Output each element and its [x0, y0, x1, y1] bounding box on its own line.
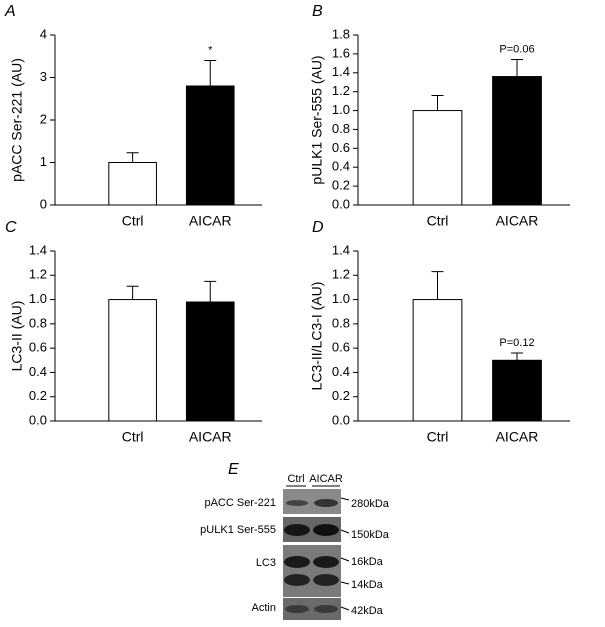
error-bar [511, 352, 523, 361]
bar [492, 359, 542, 422]
y-tick-label: 1.0 [29, 291, 47, 306]
y-tick-label: 0.8 [29, 315, 47, 330]
error-bar [204, 60, 217, 86]
band [313, 574, 339, 586]
y-tick-label: 3 [40, 69, 47, 84]
y-tick-label: 0.4 [332, 364, 350, 379]
blot-panel: E Ctrl AICAR pACC Ser-221 pULK1 Ser-555 … [200, 461, 390, 620]
row-label: Actin [252, 602, 276, 614]
bar [185, 301, 235, 422]
y-tick-label: 0.8 [332, 315, 350, 330]
marker-label: 150kDa [351, 529, 390, 541]
y-tick-label: 1.8 [332, 26, 350, 41]
error-bar [204, 280, 217, 302]
y-tick-label: 0.6 [332, 340, 350, 355]
panel-label: B [312, 3, 323, 20]
y-tick-label: 0.4 [332, 159, 350, 174]
band [313, 524, 339, 536]
blot-strip [283, 545, 341, 597]
x-tick-label: AICAR [189, 213, 232, 229]
panel-label: A [4, 3, 16, 20]
y-tick-label: 0.6 [29, 340, 47, 355]
band [285, 605, 309, 613]
row-label: pULK1 Ser-555 [200, 524, 276, 536]
bar [108, 162, 157, 206]
y-tick-label: 1.6 [332, 45, 350, 60]
y-tick-label: 0.8 [332, 121, 350, 136]
band [284, 556, 310, 568]
x-tick-label: AICAR [189, 429, 232, 445]
error-bar [126, 152, 139, 163]
bar [492, 76, 542, 206]
panel-label: C [5, 219, 17, 236]
y-tick-label: 0.0 [29, 412, 47, 427]
marker-label: 14kDa [351, 579, 384, 591]
bar [412, 299, 463, 422]
row-label: LC3 [256, 557, 276, 569]
y-tick-label: 0.6 [332, 140, 350, 155]
y-tick-label: 0 [40, 196, 47, 211]
y-tick-label: 1.4 [29, 242, 47, 257]
band [314, 605, 338, 613]
x-tick-label: Ctrl [427, 213, 449, 229]
y-tick-label: 1.2 [332, 83, 350, 98]
y-tick-label: 1.0 [332, 102, 350, 117]
band [284, 524, 310, 536]
y-tick-label: 1.4 [332, 242, 350, 257]
y-tick-label: 0.2 [29, 388, 47, 403]
x-tick-label: Ctrl [122, 213, 144, 229]
marker-tick [340, 497, 350, 611]
band [286, 500, 308, 506]
x-tick-label: AICAR [496, 429, 539, 445]
y-axis-label: LC3-II/LC3-I (AU) [309, 282, 325, 391]
panel-label: E [228, 461, 239, 478]
marker-label: 16kDa [351, 556, 384, 568]
y-tick-label: 0.2 [332, 388, 350, 403]
band [313, 556, 339, 568]
y-tick-label: 1.2 [29, 267, 47, 282]
error-bar [431, 94, 444, 111]
y-tick-label: 0.0 [332, 412, 350, 427]
blot-strip [283, 598, 341, 620]
error-bar [511, 59, 523, 77]
error-bar [431, 271, 444, 300]
y-tick-label: 1.2 [332, 267, 350, 282]
y-tick-label: 0.4 [29, 364, 47, 379]
band [314, 499, 338, 507]
band [284, 574, 310, 586]
y-tick-label: 2 [40, 111, 47, 126]
bar-annotation: P=0.12 [499, 337, 534, 349]
bar [412, 110, 463, 206]
lane-label: Ctrl [287, 473, 304, 485]
y-tick-label: 4 [40, 26, 47, 41]
error-bar [126, 285, 139, 300]
marker-label: 280kDa [351, 498, 390, 510]
row-label: pACC Ser-221 [204, 497, 276, 509]
marker-label: 42kDa [351, 605, 384, 617]
y-tick-label: 0.0 [332, 196, 350, 211]
y-tick-label: 1.4 [332, 64, 350, 79]
y-tick-label: 1 [40, 154, 47, 169]
lane-label: AICAR [309, 473, 343, 485]
bar-annotation: P=0.06 [499, 43, 534, 55]
x-tick-label: Ctrl [427, 429, 449, 445]
x-tick-label: AICAR [496, 213, 539, 229]
bar-annotation: * [208, 44, 213, 56]
y-axis-label: pULK1 Ser-555 (AU) [309, 55, 325, 184]
bar [185, 85, 235, 206]
bar [108, 299, 157, 422]
panel-label: D [312, 219, 324, 236]
y-tick-label: 0.2 [332, 178, 350, 193]
y-axis-label: LC3-II (AU) [9, 301, 25, 372]
y-tick-label: 1.0 [332, 291, 350, 306]
x-tick-label: Ctrl [122, 429, 144, 445]
y-axis-label: pACC Ser-221 (AU) [9, 58, 25, 182]
